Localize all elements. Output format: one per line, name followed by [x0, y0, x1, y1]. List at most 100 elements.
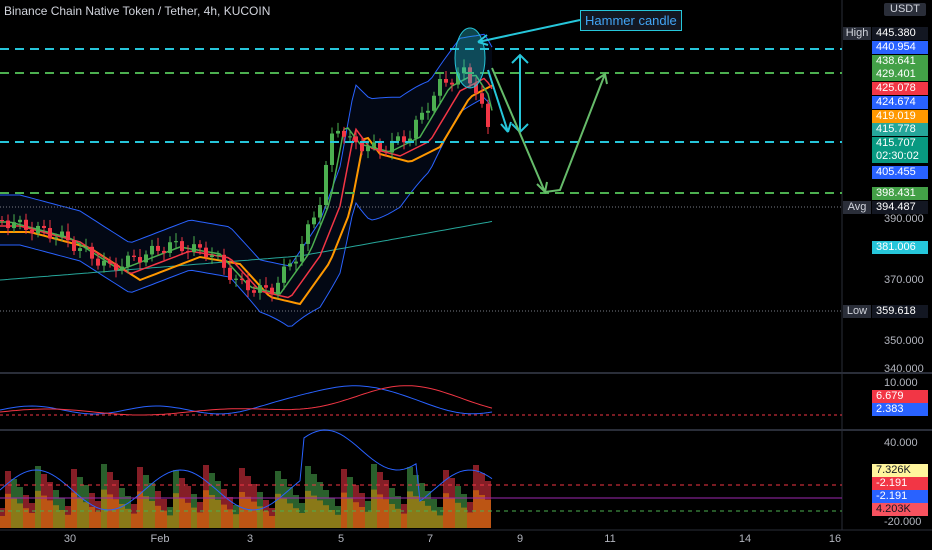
volume-bar — [11, 479, 17, 528]
time-label: 3 — [246, 533, 254, 545]
volume-bar — [431, 499, 437, 528]
candle-body — [156, 245, 160, 251]
volume-bar-bg — [191, 507, 197, 528]
volume-bar — [125, 496, 131, 528]
candle-body — [432, 95, 436, 111]
volume-bar-bg — [263, 511, 269, 528]
volume-bar — [287, 487, 293, 528]
candle-body — [168, 242, 172, 253]
volume-bar-bg — [257, 506, 263, 528]
candle-body — [96, 258, 100, 266]
volume-bar — [251, 484, 257, 528]
volume-bar-bg — [299, 513, 305, 528]
candle-body — [84, 246, 88, 249]
osc-tag: 2.383 — [872, 403, 928, 416]
candle-body — [276, 282, 280, 295]
volume-bar — [449, 478, 455, 528]
volume-bar — [389, 488, 395, 528]
price-tag: 415.778 — [872, 123, 928, 136]
currency-button[interactable]: USDT — [884, 3, 926, 16]
candle-body — [18, 219, 22, 223]
volume-bar — [95, 501, 101, 528]
volume-bar-bg — [485, 499, 491, 528]
volume-bar — [65, 506, 71, 528]
candle-body — [24, 219, 28, 230]
volume-bar-bg — [425, 505, 431, 528]
volume-bar-bg — [221, 504, 227, 528]
volume-bar-bg — [47, 500, 53, 528]
volume-bar — [383, 480, 389, 528]
candle-body — [438, 79, 442, 96]
candle-body — [378, 142, 382, 152]
candle-body — [336, 130, 340, 134]
volume-bar-bg — [275, 493, 281, 528]
volume-bar — [155, 491, 161, 528]
volume-bar-bg — [311, 495, 317, 528]
candle-body — [192, 244, 196, 253]
volume-bar — [395, 496, 401, 528]
candle-body — [6, 220, 10, 229]
candle-body — [66, 231, 70, 241]
volume-bar — [131, 504, 137, 528]
volume-bar — [203, 465, 209, 528]
candle-body — [450, 82, 454, 85]
volume-bar-bg — [245, 496, 251, 528]
candle-body — [150, 245, 154, 255]
candle-body — [312, 217, 316, 225]
volume-bar — [113, 480, 119, 528]
volume-bar — [101, 464, 107, 528]
volume-bar — [167, 507, 173, 528]
volume-bar-bg — [413, 496, 419, 528]
volume-bar — [41, 474, 47, 528]
volume-bar-bg — [77, 497, 83, 528]
volume-bar — [347, 477, 353, 528]
countdown: 02:30:02 — [872, 150, 928, 163]
volume-bar — [47, 482, 53, 528]
volume-bar — [257, 492, 263, 528]
volume-bar-bg — [455, 502, 461, 528]
osc-tag: 6.679 — [872, 390, 928, 403]
candle-body — [36, 225, 40, 234]
volume-bar — [35, 466, 41, 528]
volume-bar-bg — [161, 510, 167, 528]
volume-bar — [0, 508, 5, 528]
price-tag: 359.618 — [872, 305, 928, 318]
volume-bar-bg — [353, 502, 359, 528]
volume-bar — [83, 485, 89, 528]
volume-bar-bg — [155, 505, 161, 528]
volume-bar-bg — [53, 505, 59, 528]
candle-body — [126, 255, 130, 267]
candle-body — [354, 136, 358, 143]
price-tag: 398.431 — [872, 187, 928, 200]
candle-body — [78, 248, 82, 251]
volume-bar — [323, 490, 329, 528]
volume-bar-bg — [203, 490, 209, 528]
price-tag: 438.641 — [872, 55, 928, 68]
price-tag: 425.078 — [872, 82, 928, 95]
candle-body — [210, 255, 214, 257]
candle-body — [408, 138, 412, 143]
volume-bar — [281, 479, 287, 528]
candle-body — [462, 67, 466, 74]
candle-body — [390, 140, 394, 153]
candle-body — [186, 251, 190, 253]
candle-body — [306, 224, 310, 244]
candle-body — [294, 261, 298, 264]
projection-path — [491, 67, 608, 195]
candle-body — [54, 237, 58, 239]
volume-bar-bg — [335, 514, 341, 528]
candle-body — [318, 205, 322, 218]
time-label: 14 — [738, 533, 752, 545]
volume-bar-bg — [473, 490, 479, 528]
candle-body — [468, 67, 472, 84]
arrow-head — [477, 34, 489, 46]
volume-bar — [17, 487, 23, 528]
bollinger-upper — [0, 33, 493, 267]
vol-axis-label: -20.000 — [884, 516, 922, 528]
volume-bar-bg — [17, 503, 23, 528]
volume-bar-bg — [329, 510, 335, 528]
candle-body — [366, 146, 370, 152]
candle-body — [90, 246, 94, 259]
